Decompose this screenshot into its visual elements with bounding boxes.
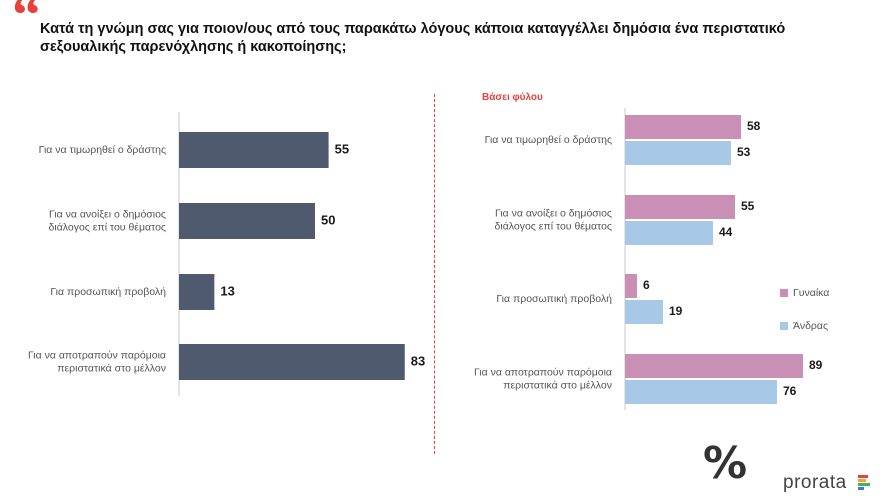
left-category-label-3-line-0: Για να αποτραπούν παρόμοια: [28, 349, 166, 361]
total-bar-0: [179, 132, 329, 168]
men-bar-value-2: 19: [669, 304, 683, 318]
quote-mark-icon: “: [12, 0, 41, 47]
women-bar-3: [625, 354, 803, 378]
total-bar-value-0: 55: [335, 141, 349, 156]
total-bar-value-1: 50: [321, 212, 335, 227]
women-bar-value-0: 58: [747, 119, 761, 133]
legend-item-men: Άνδρας: [780, 318, 829, 334]
legend-label-men: Άνδρας: [793, 320, 829, 332]
left-category-label-1-line-0: Για να ανοίξει ο δημόσιος: [49, 208, 166, 220]
right-category-label-0-line-0: Για να τιμωρηθεί ο δράστης: [485, 134, 612, 146]
men-bar-value-0: 53: [737, 145, 751, 159]
legend: Γυναίκα Άνδρας: [780, 285, 829, 351]
percent-logo-icon: %: [703, 438, 748, 489]
prorata-logo: prorata: [783, 472, 847, 493]
total-bar-chart: Για να τιμωρηθεί ο δράστης 55 Για να ανοίξ…: [28, 112, 425, 396]
right-category-label-1-line-0: Για να ανοίξει ο δημόσιος: [495, 207, 612, 219]
total-bar-3: [179, 344, 405, 380]
women-bar-value-1: 55: [741, 199, 755, 213]
gender-bar-chart: Για να τιμωρηθεί ο δράστης 58 53 Για να ανο…: [474, 108, 823, 410]
total-bar-value-3: 83: [411, 353, 425, 368]
men-bar-3: [625, 380, 777, 404]
women-bar-value-3: 89: [809, 358, 823, 372]
men-bar-0: [625, 141, 731, 165]
chart-title: Κατά τη γνώμη σας για ποιον/ους από τους…: [40, 21, 786, 55]
total-bar-value-2: 13: [220, 283, 234, 298]
total-bar-2: [179, 274, 215, 310]
gender-subtitle: Βάσει φύλου: [482, 92, 543, 103]
right-category-label-2-line-0: Για προσωπική προβολή: [496, 293, 612, 305]
men-bar-2: [625, 300, 663, 324]
right-category-label-3-line-1: περιστατικά στο μέλλον: [503, 379, 612, 391]
left-category-label-0-line-0: Για να τιμωρηθεί ο δράστης: [39, 144, 166, 156]
panel-divider: [434, 94, 435, 454]
legend-swatch-men: [780, 322, 788, 330]
left-category-label-2-line-0: Για προσωπική προβολή: [50, 286, 166, 298]
women-bar-0: [625, 115, 741, 139]
men-bar-value-1: 44: [719, 225, 733, 239]
legend-item-women: Γυναίκα: [780, 285, 829, 301]
legend-swatch-women: [780, 289, 788, 297]
right-category-label-1-line-1: διάλογος επί του θέματος: [495, 220, 612, 232]
men-bar-value-3: 76: [783, 384, 797, 398]
left-category-label-3-line-1: περιστατικά στο μέλλον: [57, 362, 166, 374]
women-bar-2: [625, 274, 637, 298]
logo-bars-icon: [858, 475, 872, 491]
legend-label-women: Γυναίκα: [793, 287, 830, 299]
women-bar-value-2: 6: [643, 278, 650, 292]
women-bar-1: [625, 195, 735, 219]
right-category-label-3-line-0: Για να αποτραπούν παρόμοια: [474, 366, 612, 378]
total-bar-1: [179, 203, 315, 239]
left-category-label-1-line-1: διάλογος επί του θέματος: [49, 221, 166, 233]
men-bar-1: [625, 221, 713, 245]
